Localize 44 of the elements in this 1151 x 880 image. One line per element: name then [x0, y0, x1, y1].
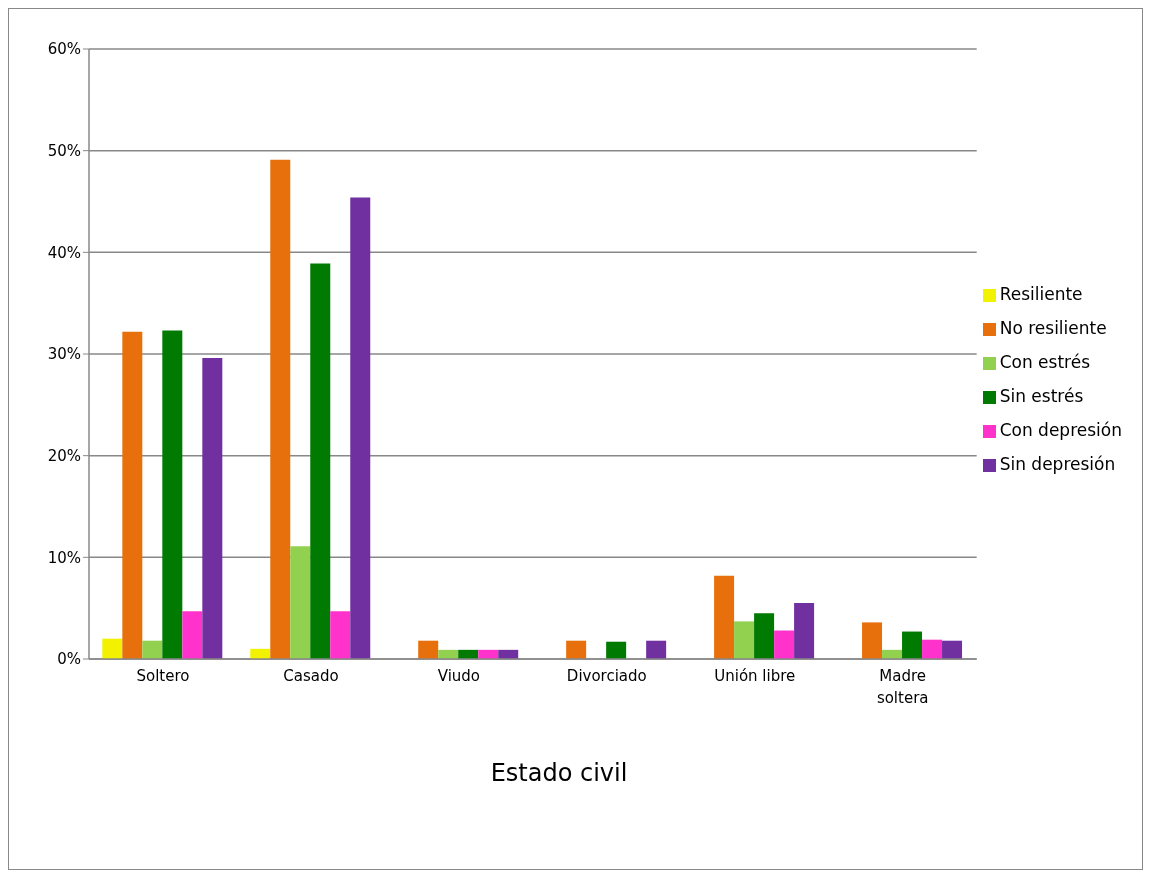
x-tick-label: Unión libre [714, 667, 796, 685]
y-tick-label: 30% [47, 345, 81, 364]
bar [794, 603, 815, 659]
bar [942, 640, 963, 659]
x-axis-title: Estado civil [489, 759, 629, 787]
bar [142, 640, 163, 659]
bar [606, 641, 627, 659]
bar [202, 358, 223, 659]
bar [566, 640, 587, 659]
y-tick-label: 40% [47, 243, 81, 262]
x-tick-label: Soltero [136, 667, 190, 685]
bar [310, 263, 331, 659]
bar [418, 640, 439, 659]
x-tick-label: Viudo [437, 667, 481, 685]
bar [774, 630, 795, 659]
bar [646, 640, 667, 659]
bar [122, 331, 143, 659]
x-tick-label: Casado [283, 667, 339, 685]
legend-label: No resiliente [999, 318, 1107, 338]
legend-label: Sin estrés [999, 386, 1084, 406]
bar [182, 611, 203, 659]
y-tick-label: 10% [47, 548, 81, 567]
bar [754, 613, 775, 659]
bar [270, 159, 291, 659]
bar [714, 575, 735, 659]
y-tick-label: 50% [47, 141, 81, 160]
x-tick-label: Madre soltera [876, 667, 929, 707]
bar [734, 621, 755, 659]
bar [102, 638, 123, 659]
legend-label: Sin depresión [999, 454, 1116, 474]
y-tick-label: 0% [57, 650, 81, 669]
legend-label: Con depresión [999, 420, 1122, 440]
x-tick-label: Divorciado [566, 667, 647, 685]
bar [862, 622, 883, 659]
legend-label: Resiliente [999, 284, 1083, 304]
bar [350, 197, 371, 659]
y-tick-label: 20% [47, 446, 81, 465]
y-tick-label: 60% [47, 40, 81, 59]
bar [902, 631, 923, 659]
bar [162, 330, 183, 659]
bar [922, 639, 943, 659]
bar [330, 611, 351, 659]
legend-label: Con estrés [999, 352, 1091, 372]
bar [290, 546, 311, 659]
